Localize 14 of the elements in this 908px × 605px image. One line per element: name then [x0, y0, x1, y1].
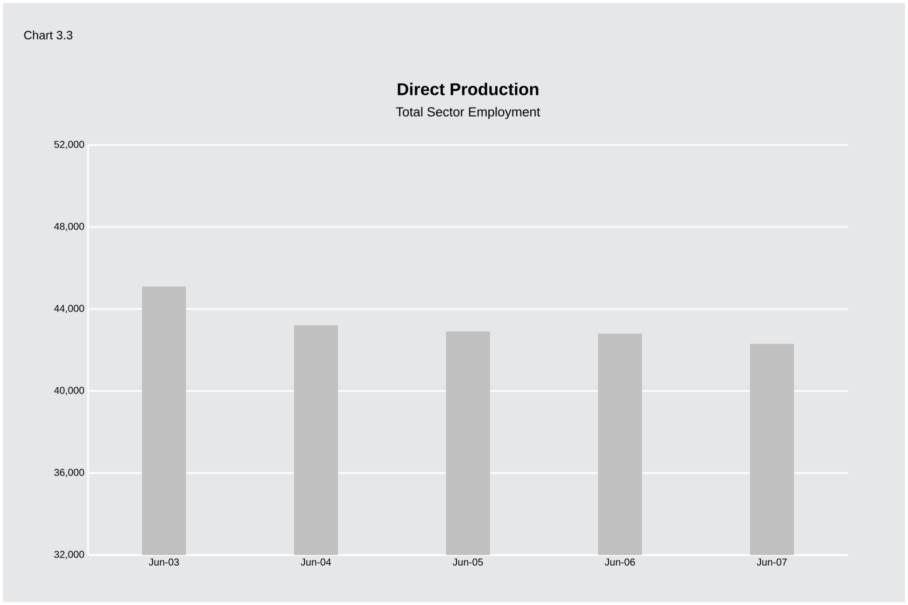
- x-tick-label: Jun-04: [300, 558, 331, 566]
- y-tick-label: 44,000: [54, 304, 84, 314]
- x-tick-label: Jun-03: [148, 558, 179, 566]
- y-tick-label: 36,000: [54, 468, 84, 478]
- x-tick-label: Jun-06: [604, 558, 635, 566]
- chart-title: Direct Production: [398, 82, 538, 96]
- caption: Chart 3.3: [24, 30, 72, 40]
- y-tick-label: 52,000: [54, 140, 84, 150]
- y-tick-label: 32,000: [54, 550, 84, 560]
- chart-subtitle: Total Sector Employment: [396, 106, 540, 120]
- y-tick-label: 40,000: [54, 386, 84, 396]
- x-tick-label: Jun-05: [452, 558, 483, 566]
- y-tick-label: 48,000: [54, 222, 84, 232]
- x-tick-label: Jun-07: [756, 558, 787, 566]
